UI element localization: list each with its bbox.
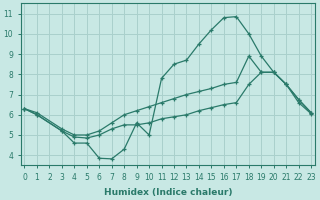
X-axis label: Humidex (Indice chaleur): Humidex (Indice chaleur) (104, 188, 232, 197)
